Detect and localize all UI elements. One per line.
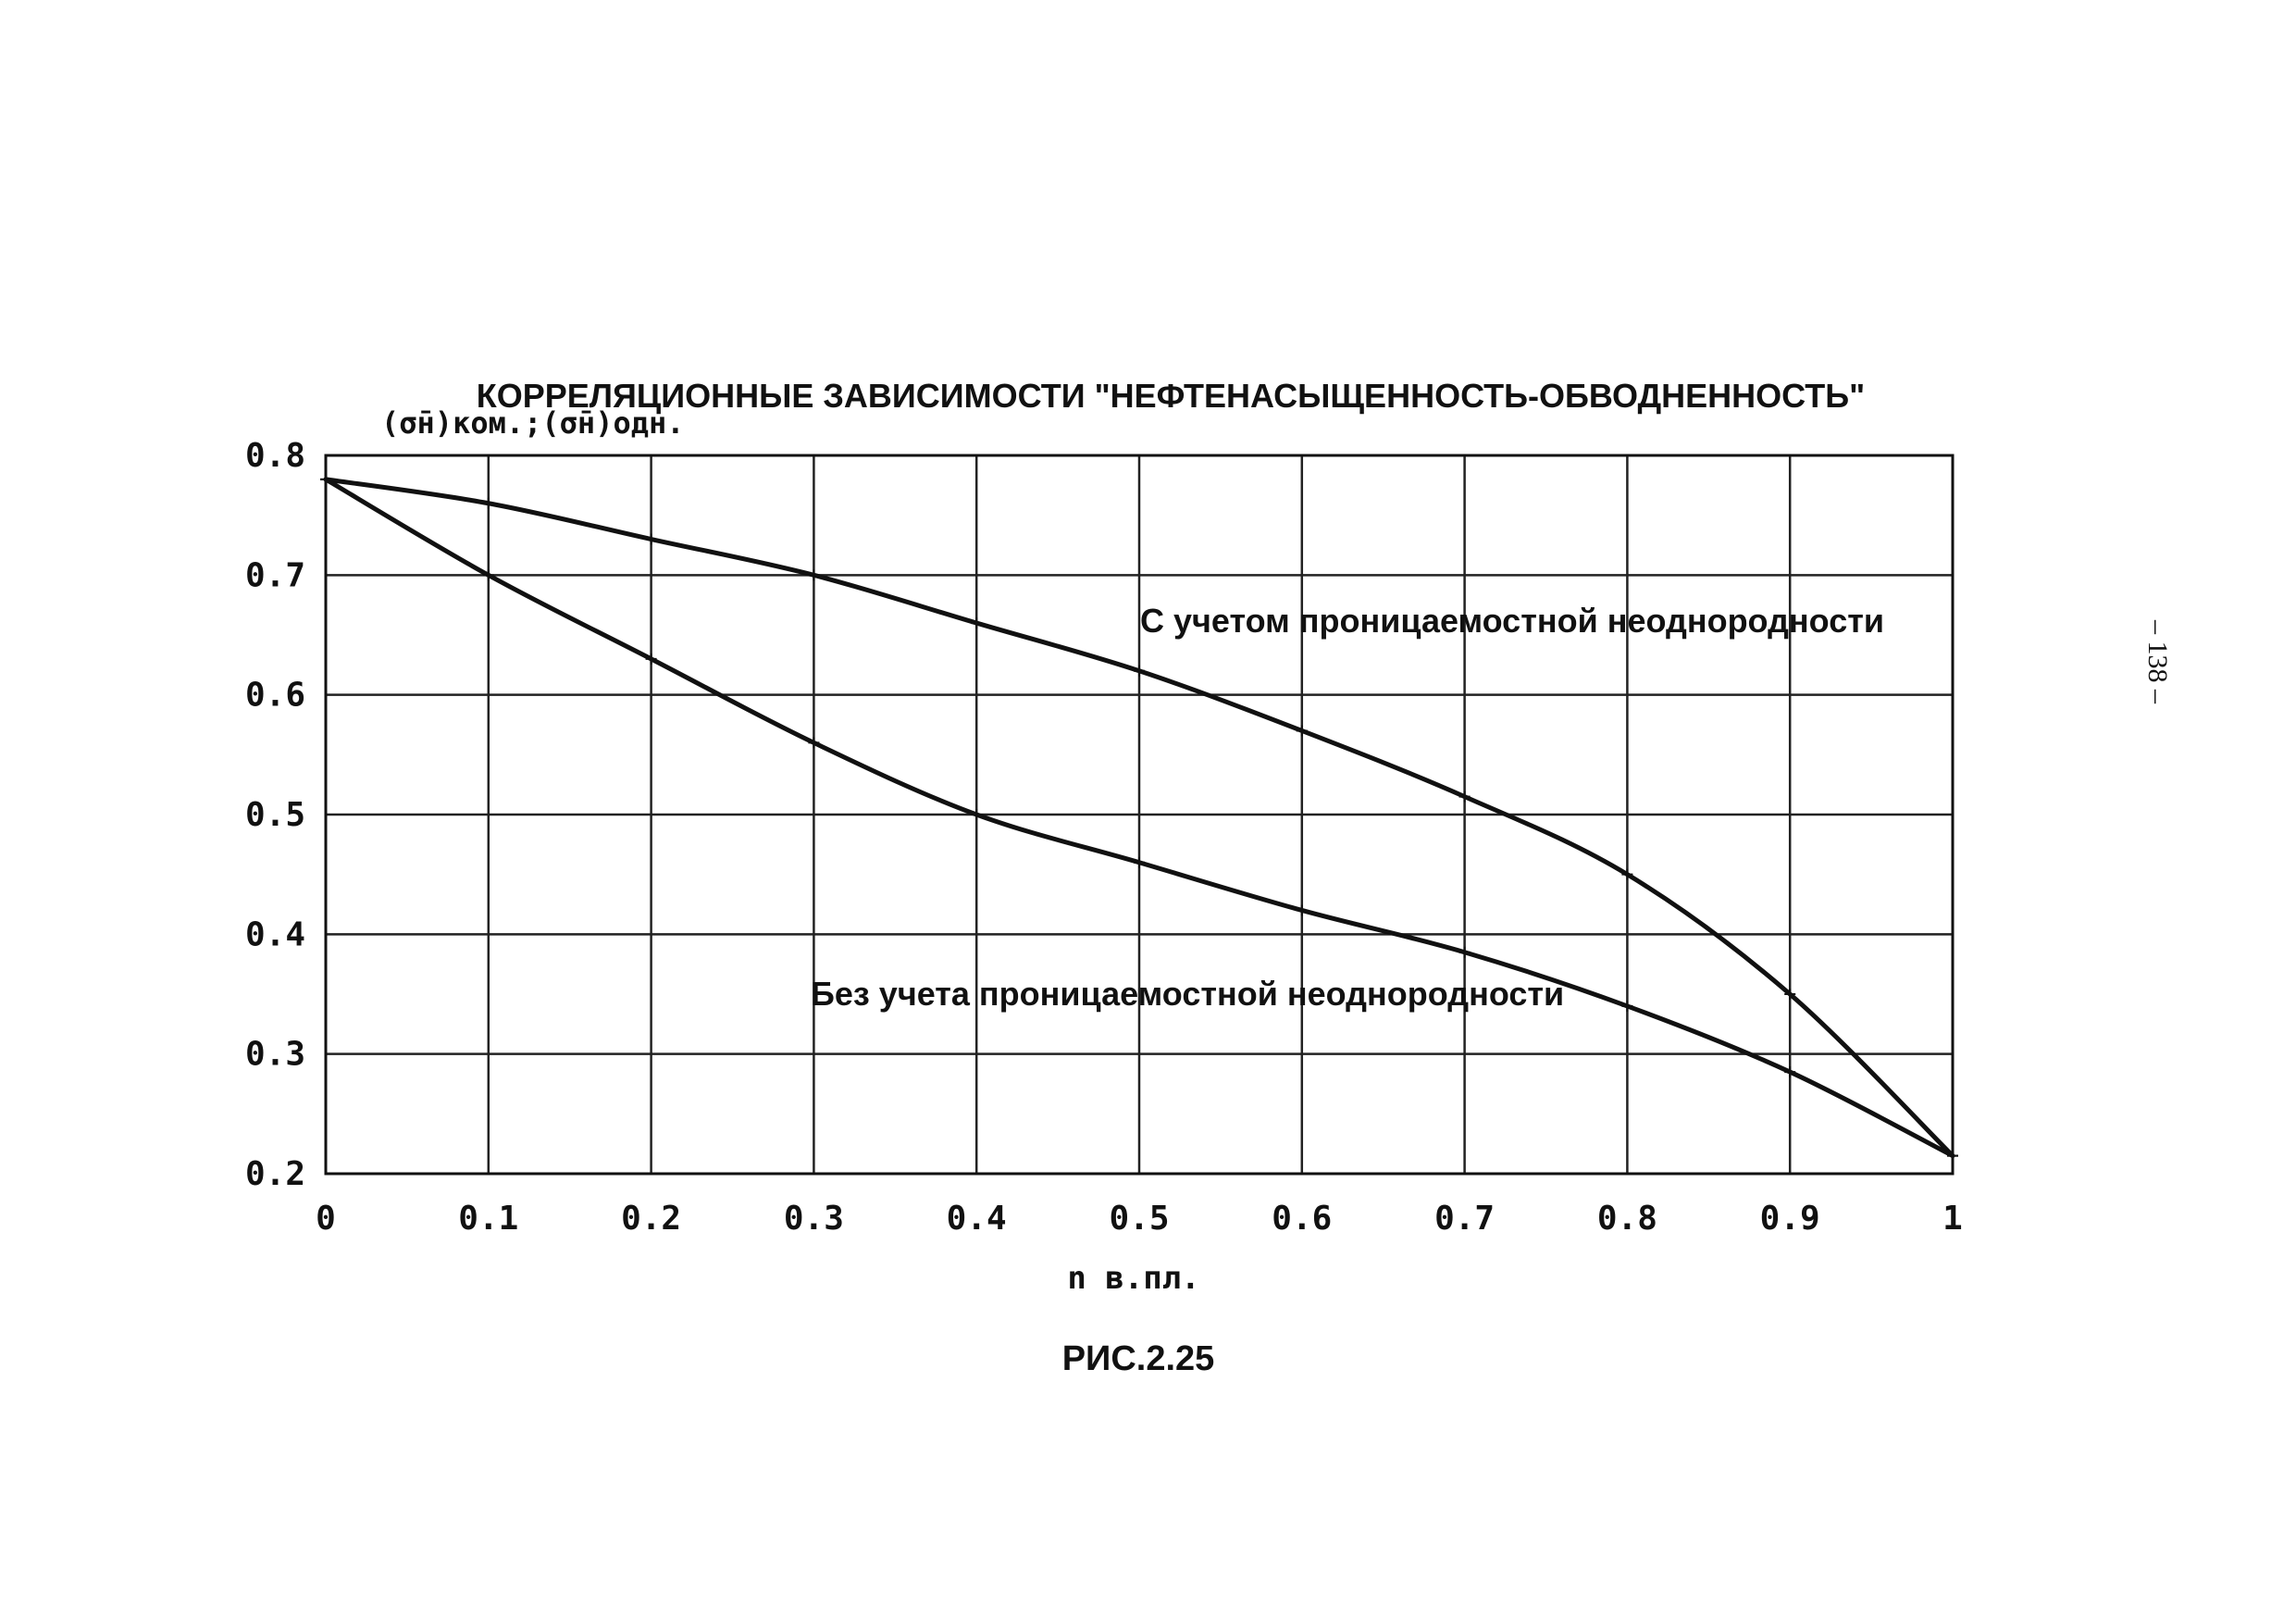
x-tick-label: 0.8 xyxy=(1597,1200,1657,1238)
data-point-marker xyxy=(1134,665,1145,677)
data-point-marker xyxy=(482,569,494,581)
plot-border xyxy=(324,454,1955,1176)
y-tick-label: 0.4 xyxy=(245,915,305,953)
data-point-marker xyxy=(1621,1000,1633,1012)
chart-title: КОРРЕЛЯЦИОННЫЕ ЗАВИСИМОСТИ "НЕФТЕНАСЫЩЕН… xyxy=(477,377,1865,415)
data-point-marker xyxy=(808,569,820,581)
data-point-marker xyxy=(1947,1150,1958,1162)
x-tick-label: 0.3 xyxy=(784,1200,844,1238)
figure-caption: РИС.2.25 xyxy=(1062,1339,1215,1378)
x-tick-label: 0 xyxy=(316,1200,336,1238)
x-axis-label: n в.пл. xyxy=(1067,1260,1199,1297)
y-tick-label: 0.3 xyxy=(245,1036,305,1074)
series-line-with-heterogeneity xyxy=(323,477,1955,1159)
data-point-marker xyxy=(320,473,331,485)
x-tick-label: 0.5 xyxy=(1109,1200,1169,1238)
data-point-marker xyxy=(1134,856,1145,868)
data-point-marker xyxy=(482,497,494,509)
x-tick-label: 0.6 xyxy=(1272,1200,1332,1238)
page-number: – 138 – xyxy=(2142,619,2173,704)
data-point-marker xyxy=(1784,989,1796,1000)
data-point-marker xyxy=(1296,725,1308,737)
data-point-marker xyxy=(971,809,983,820)
y-tick-label: 0.8 xyxy=(245,437,305,475)
y-axis-label: (σ̄н)ком.;(σ̄н)одн. xyxy=(381,405,685,441)
y-tick-label: 0.2 xyxy=(245,1155,305,1193)
gridlines xyxy=(324,454,1955,1176)
plot-frame xyxy=(324,454,1955,1176)
data-point-marker xyxy=(971,617,983,629)
x-tick-label: 0.7 xyxy=(1434,1200,1495,1238)
x-tick-label: 0.1 xyxy=(458,1200,518,1238)
data-point-marker xyxy=(1784,1066,1796,1078)
data-point-marker xyxy=(645,653,657,665)
x-tick-labels: 0 0.1 0.2 0.3 0.4 0.5 0.6 0.7 0.8 0.9 1 xyxy=(316,1200,1963,1238)
y-tick-label: 0.5 xyxy=(245,796,305,834)
y-tick-label: 0.7 xyxy=(245,556,305,594)
y-tick-label: 0.6 xyxy=(245,677,305,715)
x-tick-label: 0.4 xyxy=(947,1200,1007,1238)
data-point-marker xyxy=(1458,946,1471,958)
x-tick-label: 0.9 xyxy=(1760,1200,1820,1238)
y-tick-labels: 0.8 0.7 0.6 0.5 0.4 0.3 0.2 xyxy=(245,437,305,1193)
x-tick-label: 0.2 xyxy=(621,1200,681,1238)
data-point-marker xyxy=(1458,790,1471,803)
data-point-marker xyxy=(1621,868,1633,880)
x-tick-label: 1 xyxy=(1942,1200,1963,1238)
data-point-marker xyxy=(645,533,657,545)
annotation-with-heterogeneity: С учетом проницаемостной неоднородности xyxy=(1140,602,1884,640)
data-point-marker xyxy=(808,737,820,749)
data-point-marker xyxy=(1296,904,1308,916)
series-layer xyxy=(320,473,1958,1162)
annotation-without-heterogeneity: Без учета проницаемостной неоднородности xyxy=(811,975,1564,1013)
